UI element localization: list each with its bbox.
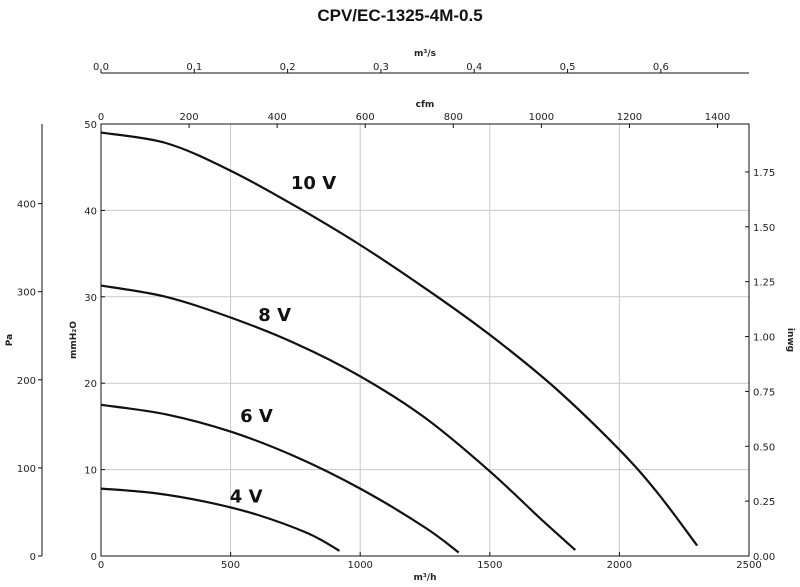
right-inwg-axis-label: inwg bbox=[785, 328, 795, 352]
y-tick-label: 50 bbox=[84, 120, 97, 131]
y-tick-label: 0 bbox=[91, 552, 97, 563]
top-cfm-axis: cfm bbox=[416, 100, 435, 110]
top-m3s-tick-label: 0.3 bbox=[373, 62, 389, 73]
top-m3s-tick-label: 0.0 bbox=[93, 62, 109, 73]
top-cfm-tick-label: 600 bbox=[356, 112, 375, 123]
grid bbox=[101, 124, 749, 556]
plot-area-frame bbox=[100, 123, 750, 557]
left-pa-tick-label: 100 bbox=[17, 464, 36, 475]
left-pa-tick-label: 400 bbox=[17, 200, 36, 211]
curve-label: 6 V bbox=[240, 406, 273, 427]
y-tick-label: 30 bbox=[84, 293, 97, 304]
right-inwg-tick-label: 0.75 bbox=[753, 387, 775, 398]
left-pa-axis: Pa bbox=[5, 124, 43, 556]
right-inwg-tick-label: 0.50 bbox=[753, 442, 775, 453]
top-cfm-tick-label: 400 bbox=[268, 112, 287, 123]
top-cfm-axis-label: cfm bbox=[416, 100, 435, 110]
y-tick-label: 40 bbox=[84, 206, 97, 217]
y-tick-label: 20 bbox=[84, 379, 97, 390]
x-tick-label: 0 bbox=[98, 560, 104, 571]
left-pa-tick-label: 0 bbox=[30, 552, 36, 563]
right-inwg-tick-label: 1.00 bbox=[753, 333, 775, 344]
top-m3s-tick-label: 0.6 bbox=[653, 62, 669, 73]
x-tick-label: 500 bbox=[221, 560, 240, 571]
curve-8v bbox=[100, 284, 577, 551]
top-m3s-tick-label: 0.1 bbox=[186, 62, 202, 73]
curve-labels: 10 V 8 V 6 V 4 V bbox=[230, 173, 336, 508]
curve-label: 8 V bbox=[258, 305, 291, 326]
curve-6v bbox=[100, 403, 460, 554]
x-axis-label: m³/h bbox=[413, 573, 436, 583]
top-m3s-tick-label: 0.4 bbox=[466, 62, 482, 73]
left-pa-tick-label: 200 bbox=[17, 376, 36, 387]
curve-4v bbox=[100, 487, 341, 552]
top-cfm-tick-label: 0 bbox=[98, 112, 104, 123]
curve-label: 4 V bbox=[230, 486, 263, 507]
right-inwg-tick-label: 0.25 bbox=[753, 497, 775, 508]
right-inwg-tick-label: 1.75 bbox=[753, 168, 775, 179]
top-cfm-tick-label: 200 bbox=[180, 112, 199, 123]
left-pa-tick-label: 300 bbox=[17, 288, 36, 299]
curve-10v bbox=[100, 131, 699, 547]
top-m3s-axis: m³/s bbox=[101, 49, 749, 74]
top-m3s-axis-label: m³/s bbox=[414, 49, 436, 59]
top-cfm-tick-label: 1000 bbox=[529, 112, 554, 123]
top-cfm-tick-label: 800 bbox=[444, 112, 463, 123]
y-axis-label: mmH₂O bbox=[69, 321, 79, 359]
top-cfm-tick-label: 1200 bbox=[617, 112, 642, 123]
curves bbox=[100, 131, 699, 554]
x-tick-label: 2500 bbox=[736, 560, 761, 571]
right-inwg-tick-label: 0.00 bbox=[753, 552, 775, 563]
right-inwg-tick-label: 1.25 bbox=[753, 278, 775, 289]
x-tick-label: 1000 bbox=[347, 560, 372, 571]
top-cfm-tick-label: 1400 bbox=[705, 112, 730, 123]
x-tick-label: 1500 bbox=[477, 560, 502, 571]
chart-title: CPV/EC-1325-4M-0.5 bbox=[317, 6, 482, 25]
x-tick-label: 2000 bbox=[607, 560, 632, 571]
top-m3s-tick-label: 0.2 bbox=[280, 62, 296, 73]
curve-label: 10 V bbox=[291, 173, 336, 194]
right-inwg-tick-label: 1.50 bbox=[753, 223, 775, 234]
top-m3s-tick-label: 0.5 bbox=[560, 62, 576, 73]
y-tick-label: 10 bbox=[84, 466, 97, 477]
left-pa-axis-label: Pa bbox=[5, 334, 15, 346]
